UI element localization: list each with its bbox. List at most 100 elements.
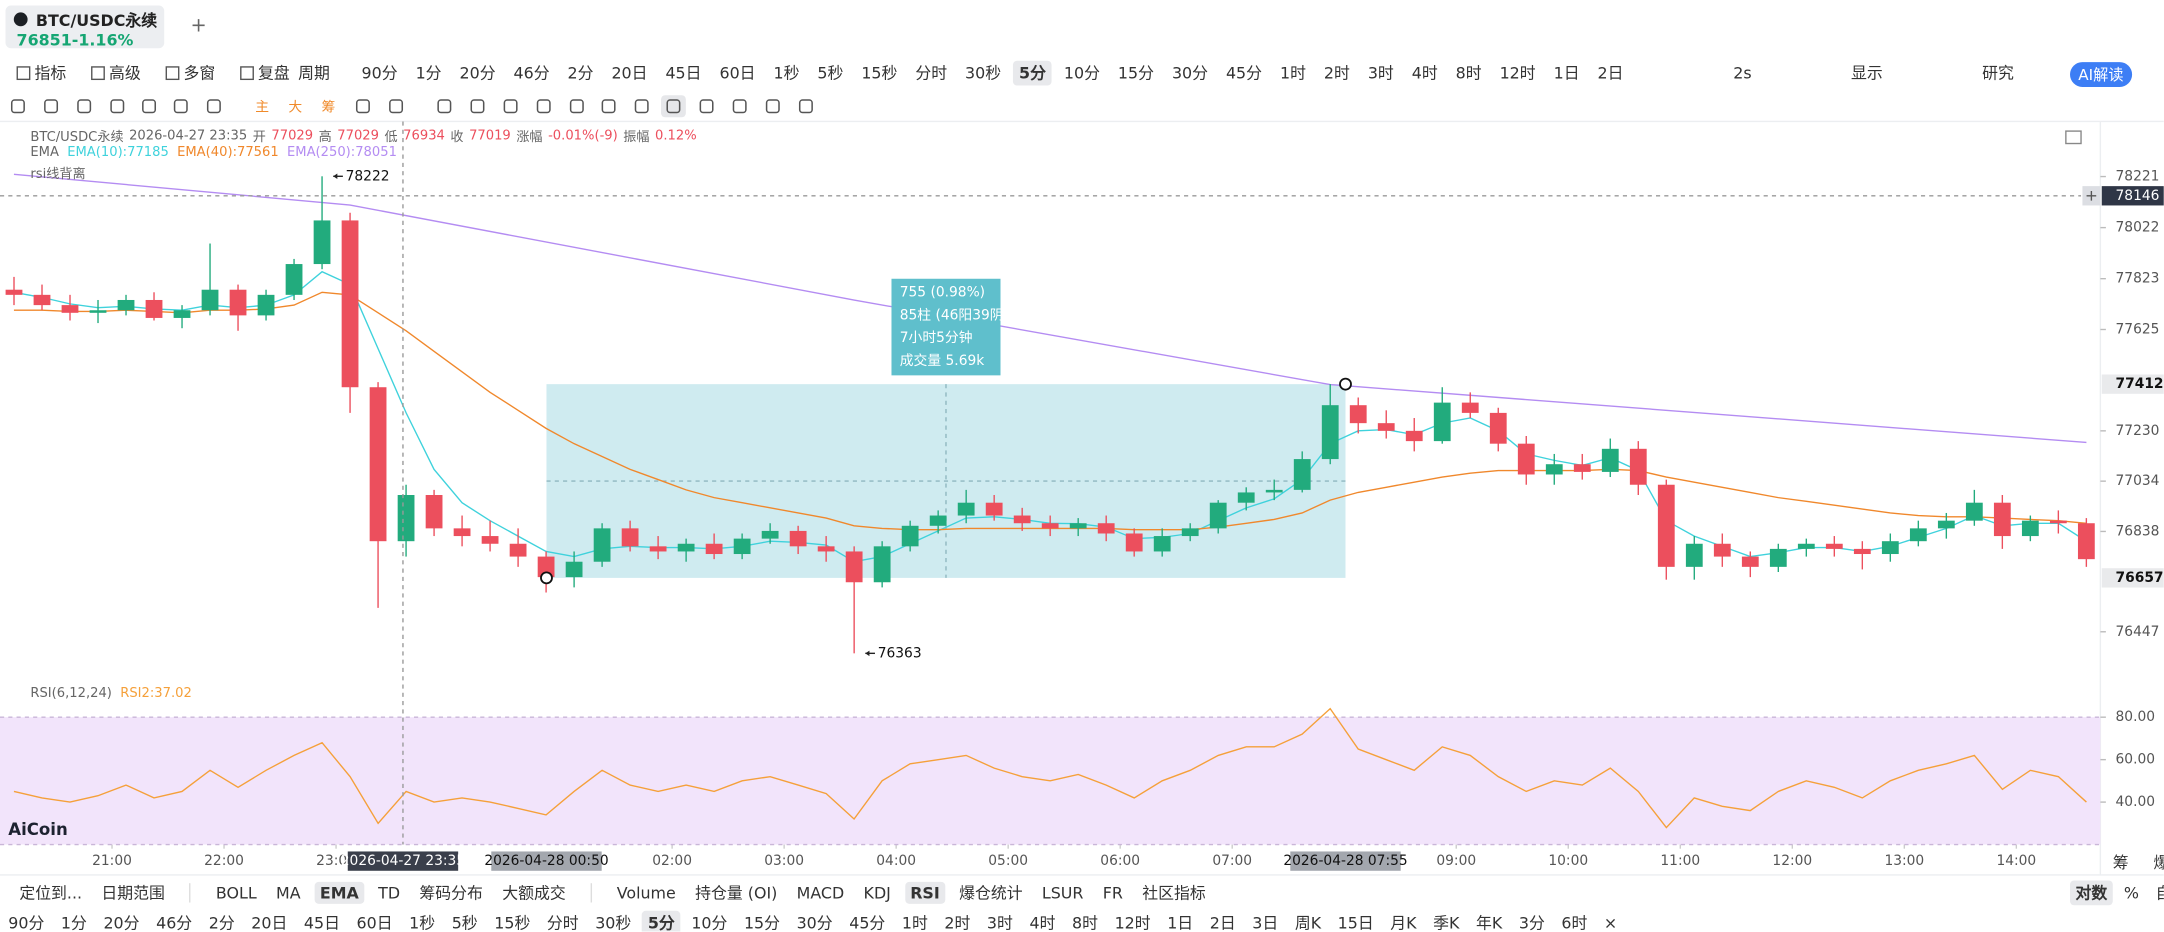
- locate-button[interactable]: 定位到...: [19, 883, 83, 903]
- toolbar-item[interactable]: 12时: [1499, 63, 1536, 83]
- toolbar-item[interactable]: 4时: [1411, 63, 1438, 83]
- toolbar-item[interactable]: 周K: [1294, 913, 1322, 932]
- toolbar-item[interactable]: 3日: [1252, 913, 1279, 932]
- toolbar-item[interactable]: 爆: [2148, 850, 2163, 875]
- toolbar-item[interactable]: 46分: [513, 63, 550, 83]
- toolbar-item[interactable]: 8时: [1455, 63, 1482, 83]
- toolbar-item[interactable]: 指标: [11, 61, 72, 86]
- toolbar-item[interactable]: 15秒: [861, 63, 898, 83]
- toolbar-item[interactable]: 15秒: [494, 913, 531, 932]
- toolbar-item[interactable]: %: [2123, 883, 2139, 903]
- candle-body: [845, 551, 863, 583]
- toolbar-item[interactable]: 对数: [2070, 880, 2113, 906]
- toolbar-item[interactable]: 30秒: [595, 913, 632, 932]
- toolbar-item[interactable]: 90分: [8, 913, 45, 932]
- toolbar-item[interactable]: 12时: [1114, 913, 1151, 932]
- period-menu[interactable]: 周期: [298, 63, 330, 83]
- toolbar-item[interactable]: 复盘: [235, 61, 296, 86]
- toolbar-item[interactable]: 60日: [719, 63, 756, 83]
- add-tab[interactable]: +: [190, 15, 207, 38]
- toolbar-item[interactable]: 2日: [1209, 913, 1236, 932]
- toolbar-item[interactable]: 46分: [156, 913, 193, 932]
- toolbar-item[interactable]: Volume: [616, 883, 676, 903]
- toolbar-item[interactable]: 3时: [986, 913, 1013, 932]
- toolbar-item[interactable]: 30秒: [965, 63, 1002, 83]
- toolbar-item[interactable]: 45日: [665, 63, 702, 83]
- toolbar-item[interactable]: 30分: [1171, 63, 1209, 83]
- toolbar-item[interactable]: 20日: [251, 913, 288, 932]
- toolbar-item[interactable]: 2s: [1733, 63, 1752, 83]
- toolbar-item[interactable]: 15分: [743, 913, 781, 932]
- toolbar-item[interactable]: 30分: [796, 913, 833, 932]
- candle-body: [593, 528, 611, 562]
- toolbar-item[interactable]: 5分: [642, 910, 681, 932]
- toolbar-item[interactable]: 15日: [1337, 913, 1374, 932]
- toolbar-item[interactable]: 高级: [86, 61, 147, 86]
- toolbar-item[interactable]: 2时: [1323, 63, 1350, 83]
- toolbar-item[interactable]: 5秒: [451, 913, 478, 932]
- toolbar-item[interactable]: 3时: [1367, 63, 1394, 83]
- toolbar-item[interactable]: FR: [1102, 883, 1123, 903]
- toolbar-item[interactable]: 5秒: [817, 63, 844, 83]
- toolbar-item[interactable]: TD: [378, 883, 401, 903]
- toolbar-item[interactable]: 筹码分布: [419, 883, 483, 903]
- info-label: 收: [450, 129, 464, 145]
- toolbar-item[interactable]: 1日: [1553, 63, 1580, 83]
- toolbar-item[interactable]: 1秒: [409, 913, 436, 932]
- toolbar-item[interactable]: 1秒: [773, 63, 800, 83]
- toolbar-item[interactable]: 季K: [1433, 913, 1460, 932]
- toolbar-item[interactable]: 2时: [944, 913, 971, 932]
- toolbar-item[interactable]: 3分: [1518, 913, 1545, 932]
- toolbar-item[interactable]: 1分: [415, 63, 442, 83]
- toolbar-item[interactable]: 45日: [303, 913, 340, 932]
- toolbar-item[interactable]: 1分: [60, 913, 87, 932]
- toolbar-item[interactable]: EMA: [314, 881, 365, 904]
- toolbar-item[interactable]: RSI: [904, 881, 946, 904]
- toolbar-item[interactable]: 持仓量 (OI): [695, 883, 778, 903]
- toolbar-item[interactable]: 15分: [1117, 63, 1155, 83]
- toolbar-item[interactable]: 2分: [567, 63, 594, 83]
- range-button[interactable]: 日期范围: [101, 883, 165, 903]
- toolbar-item[interactable]: 2分: [208, 913, 235, 932]
- toolbar-item[interactable]: 大额成交: [502, 883, 566, 903]
- toolbar-item[interactable]: BOLL: [215, 883, 257, 903]
- toolbar-item[interactable]: 45分: [849, 913, 886, 932]
- toolbar-item[interactable]: 60日: [356, 913, 393, 932]
- toolbar-item[interactable]: KDJ: [863, 883, 891, 903]
- toolbar-item[interactable]: 6时: [1561, 913, 1588, 932]
- toolbar-item[interactable]: 4时: [1029, 913, 1056, 932]
- toolbar-item[interactable]: 自动: [2150, 880, 2163, 905]
- toolbar-item[interactable]: 多窗: [160, 61, 221, 86]
- toolbar-item[interactable]: 分时: [915, 63, 948, 83]
- symbol-tab[interactable]: BTC/USDC永续 76851 -1.16%: [5, 5, 165, 50]
- toolbar-item[interactable]: 90分: [361, 63, 398, 83]
- toolbar-item[interactable]: 研究: [1982, 63, 2014, 83]
- toolbar-item[interactable]: 2日: [1597, 63, 1624, 83]
- toolbar-item[interactable]: 1时: [901, 913, 928, 932]
- toolbar-item[interactable]: 1时: [1279, 63, 1306, 83]
- toolbar-item[interactable]: 20分: [459, 63, 496, 83]
- toolbar-item[interactable]: 10分: [1063, 63, 1100, 83]
- annotation-arrowhead: [865, 650, 870, 657]
- toolbar-item[interactable]: 45分: [1225, 63, 1263, 83]
- toolbar-item[interactable]: 20日: [611, 63, 648, 83]
- toolbar-item[interactable]: 社区指标: [1142, 883, 1206, 903]
- toolbar-item[interactable]: 8时: [1072, 913, 1099, 932]
- toolbar-item[interactable]: 10分: [691, 913, 728, 932]
- toolbar-item[interactable]: 爆仓统计: [959, 883, 1023, 903]
- toolbar-item[interactable]: MA: [276, 883, 301, 903]
- close-button[interactable]: ×: [1603, 913, 1618, 932]
- toolbar-item[interactable]: 分时: [546, 913, 579, 932]
- toolbar-item[interactable]: 筹: [2112, 852, 2129, 873]
- toolbar-item[interactable]: 年K: [1475, 913, 1503, 932]
- ai-button[interactable]: AI解读: [2070, 62, 2132, 87]
- toolbar-item[interactable]: 显示: [1851, 63, 1883, 83]
- toolbar-item[interactable]: 1日: [1167, 913, 1194, 932]
- candle-body: [1769, 548, 1787, 567]
- toolbar-item[interactable]: 月K: [1390, 913, 1417, 932]
- annotation-arrowhead: [333, 173, 338, 180]
- toolbar-item[interactable]: 5分: [1013, 60, 1052, 86]
- toolbar-item[interactable]: 20分: [103, 913, 140, 932]
- toolbar-item[interactable]: LSUR: [1041, 883, 1084, 903]
- toolbar-item[interactable]: MACD: [796, 883, 845, 903]
